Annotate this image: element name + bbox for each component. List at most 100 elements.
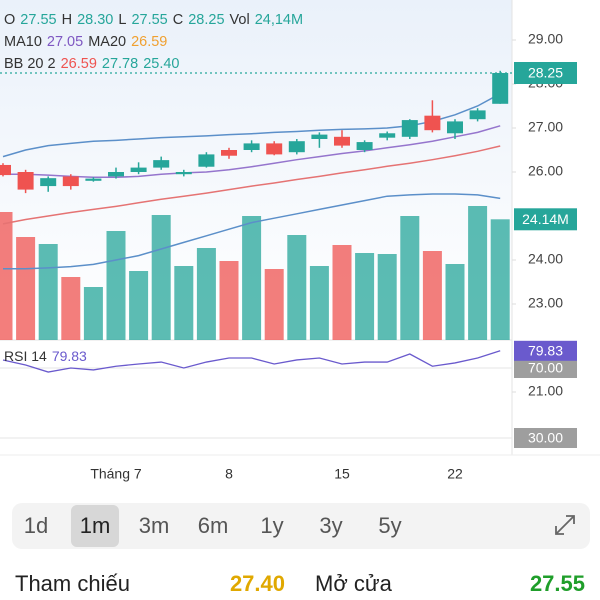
- y-tick-label: 21.00: [528, 383, 563, 399]
- volume-bar: [400, 216, 420, 340]
- candle-body: [447, 121, 463, 134]
- candle-body: [401, 120, 418, 137]
- volume-tag-label: 24.14M: [522, 211, 569, 227]
- candle-body: [379, 133, 396, 138]
- period-button[interactable]: 3y: [319, 513, 342, 538]
- x-tick-label: 8: [225, 466, 233, 482]
- legend-value: 26.59: [131, 34, 167, 50]
- volume-bar: [16, 237, 36, 340]
- legend-value: 27.78: [102, 56, 138, 72]
- period-button[interactable]: 1m: [80, 513, 111, 538]
- volume-bar: [309, 266, 329, 340]
- volume-bar: [422, 251, 442, 340]
- candle-body: [17, 172, 34, 190]
- period-button[interactable]: 1d: [24, 513, 48, 538]
- y-tick-label: 23.00: [528, 295, 563, 311]
- volume-bar: [219, 261, 239, 340]
- candle-body: [334, 136, 350, 146]
- candle-body: [198, 154, 215, 167]
- period-selected[interactable]: [71, 505, 119, 547]
- legend-line: O 27.55 H 28.30 L 27.55 C 28.25 Vol 24,14M: [4, 12, 303, 28]
- legend-value: 25.40: [143, 56, 179, 72]
- legend-value: 27.55: [20, 12, 56, 28]
- legend-label: C: [173, 12, 183, 28]
- y-tick-label: 26.00: [528, 163, 563, 179]
- period-bar: [12, 503, 590, 549]
- volume-bar: [129, 271, 149, 340]
- x-tick-label: Tháng 7: [90, 466, 142, 482]
- legend-value: 26.59: [61, 56, 97, 72]
- candle-body: [424, 115, 441, 131]
- candle-body: [288, 141, 305, 153]
- volume-bar: [377, 254, 397, 340]
- period-button[interactable]: 5y: [378, 513, 401, 538]
- volume-bar: [264, 269, 284, 340]
- candle-body: [243, 143, 260, 150]
- indicator-line: [2, 145, 501, 225]
- legend-value: 24,14M: [255, 12, 303, 28]
- price-tag: [514, 62, 577, 84]
- volume-bar: [287, 235, 307, 340]
- volume-tag: [514, 208, 577, 231]
- indicator-line: [3, 125, 501, 179]
- candle-body: [85, 178, 102, 181]
- legend-label: Vol: [230, 12, 250, 28]
- period-button[interactable]: 1y: [260, 513, 283, 538]
- legend-value: 28.30: [77, 12, 113, 28]
- volume-bar: [196, 248, 216, 340]
- volume-bar: [355, 253, 375, 340]
- volume-bar: [468, 206, 488, 340]
- candle-body: [130, 167, 147, 172]
- rsi-value: 79.83: [52, 348, 87, 364]
- y-tick-label: 27.00: [528, 119, 563, 135]
- x-tick-label: 22: [447, 466, 463, 482]
- volume-bar: [174, 266, 194, 340]
- rsi-tick-label: 70.00: [528, 360, 563, 376]
- legend-label: MA10: [4, 34, 42, 50]
- candle-body: [108, 172, 124, 177]
- candle-body: [0, 164, 11, 176]
- candle-body: [62, 176, 79, 187]
- stat-label: Tham chiếu: [15, 571, 130, 596]
- rsi-tag-label: 79.83: [528, 343, 563, 359]
- legend-line: BB 20 2 26.59 27.78 25.40: [4, 56, 179, 72]
- candle-body: [221, 150, 237, 156]
- expand-icon[interactable]: [555, 515, 575, 535]
- volume-bar: [106, 231, 126, 340]
- volume-bar: [490, 219, 510, 340]
- legend-label: MA20: [88, 34, 126, 50]
- y-tick-label: 24.00: [528, 251, 563, 267]
- x-tick-label: 15: [334, 466, 350, 482]
- stat-value: 27.40: [230, 571, 285, 596]
- stat-label: Mở cửa: [315, 571, 393, 596]
- rsi-label: RSI 14: [4, 348, 47, 364]
- legend-value: 27.55: [131, 12, 167, 28]
- rsi-tag: [514, 340, 577, 361]
- price-tag-label: 28.25: [528, 65, 563, 81]
- rsi-line: [2, 350, 501, 373]
- rsi-tick-tag: [514, 428, 577, 448]
- volume-bar: [332, 245, 352, 340]
- legend-label: BB 20 2: [4, 56, 56, 72]
- period-button[interactable]: 3m: [139, 513, 170, 538]
- candle-body: [175, 172, 192, 175]
- candle-body: [153, 160, 170, 168]
- candle-body: [356, 142, 373, 150]
- rsi-tick-label: 30.00: [528, 430, 563, 446]
- volume-bar: [83, 287, 103, 340]
- volume-bar: [61, 277, 81, 340]
- legend-value: 27.05: [47, 34, 83, 50]
- legend-label: O: [4, 12, 15, 28]
- volume-bar: [38, 244, 58, 340]
- candle-body: [40, 178, 57, 187]
- candle-body: [311, 134, 328, 139]
- stats: Tham chiếu 27.40 Mở cửa 27.55: [15, 571, 585, 596]
- period-button[interactable]: 6m: [198, 513, 229, 538]
- indicator-line: [3, 193, 501, 270]
- period-buttons: 1d 1m 3m 6m 1y 3y 5y: [24, 505, 402, 547]
- stat-value: 27.55: [530, 571, 585, 596]
- rsi-tick-tag: [514, 358, 577, 378]
- legend-label: L: [118, 12, 126, 28]
- volume-bar: [445, 264, 465, 340]
